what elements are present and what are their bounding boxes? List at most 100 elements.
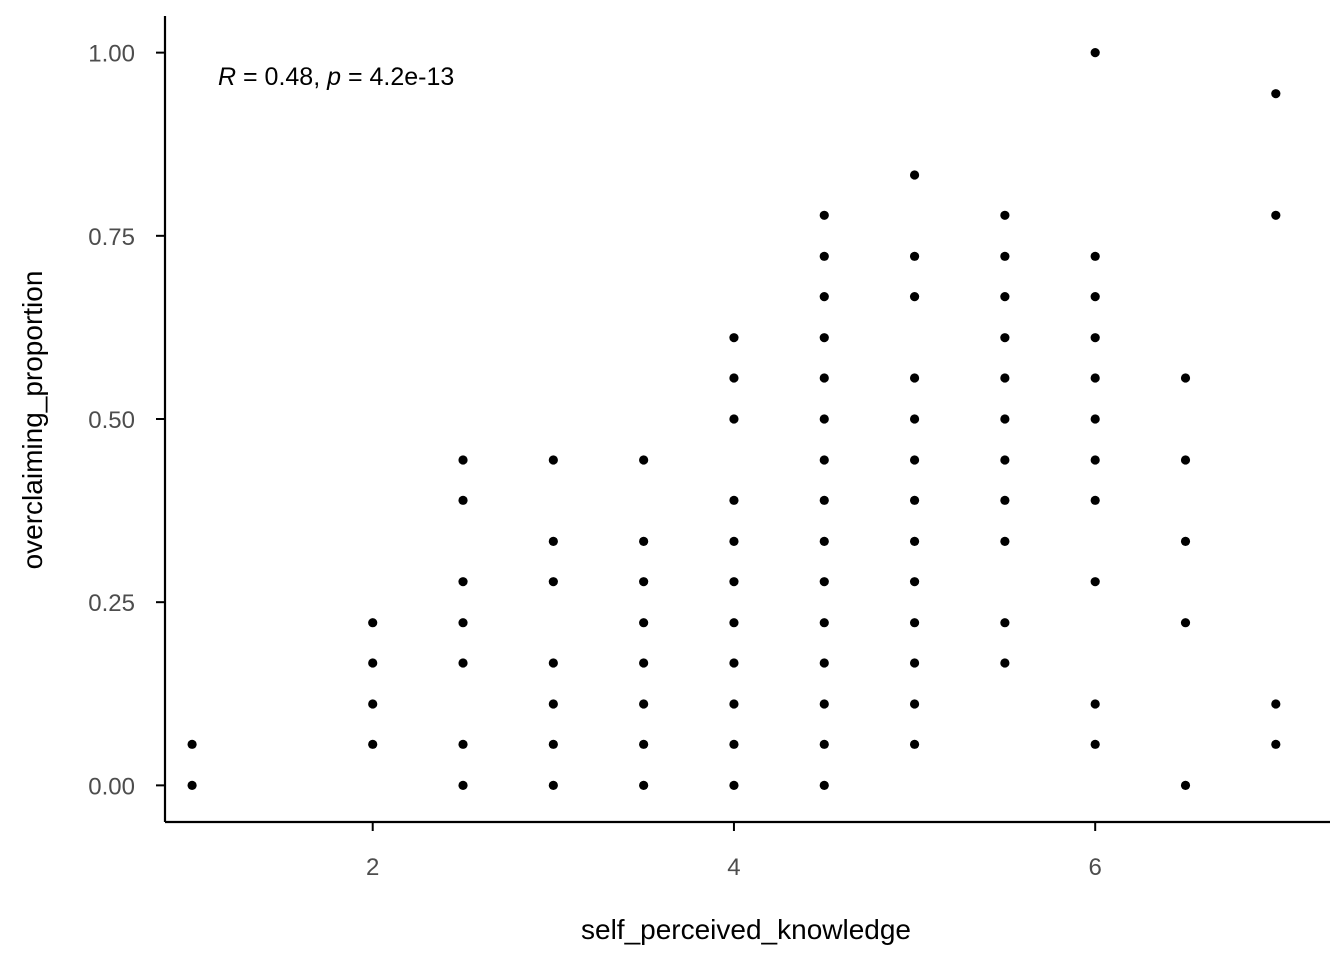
data-point <box>909 414 920 424</box>
y-tick-label: 1.00 <box>88 41 135 68</box>
y-tick-label: 0.75 <box>88 224 135 251</box>
data-point <box>187 739 197 749</box>
data-point <box>368 618 378 628</box>
data-point <box>187 780 197 790</box>
data-point <box>639 780 649 790</box>
data-point <box>639 618 649 628</box>
data-point <box>819 495 829 505</box>
data-point <box>458 658 468 668</box>
data-point <box>1090 333 1100 343</box>
data-point <box>548 658 558 668</box>
data-point <box>1271 89 1281 99</box>
data-point <box>819 373 829 383</box>
data-point <box>819 618 829 628</box>
data-point <box>909 373 920 383</box>
data-point <box>1090 699 1100 709</box>
data-point <box>1090 373 1100 383</box>
data-point <box>368 699 378 709</box>
data-point <box>368 658 378 668</box>
data-point <box>1000 292 1010 302</box>
data-point <box>1090 739 1100 749</box>
data-point <box>819 333 829 343</box>
data-point <box>458 495 468 505</box>
y-tick-label: 0.00 <box>88 773 135 800</box>
data-point <box>729 495 739 505</box>
data-point <box>819 658 829 668</box>
data-point <box>729 618 739 628</box>
data-point <box>548 780 558 790</box>
data-point <box>458 577 468 587</box>
data-point <box>1000 373 1010 383</box>
data-point <box>909 251 920 261</box>
data-point <box>909 739 920 749</box>
data-point <box>819 780 829 790</box>
y-axis-title: overclaiming_proportion <box>17 271 48 570</box>
p-value: = 4.2e-13 <box>341 63 454 91</box>
data-point <box>1090 414 1100 424</box>
data-point <box>819 210 829 220</box>
data-point <box>1000 536 1010 546</box>
data-point <box>1000 210 1010 220</box>
data-point <box>639 658 649 668</box>
data-point <box>1090 577 1100 587</box>
y-axis-ticks: 0.00 0.25 0.50 0.75 1.00 <box>88 41 165 800</box>
data-point <box>1000 495 1010 505</box>
data-point <box>1271 210 1281 220</box>
data-point <box>909 618 920 628</box>
data-point <box>1180 780 1191 790</box>
data-point <box>909 170 920 180</box>
data-point <box>1000 414 1010 424</box>
data-point <box>819 292 829 302</box>
data-point <box>729 739 739 749</box>
data-point <box>729 577 739 587</box>
data-point <box>729 414 739 424</box>
data-point <box>548 699 558 709</box>
data-point <box>729 658 739 668</box>
data-point <box>458 618 468 628</box>
data-point <box>458 455 468 465</box>
data-point <box>548 455 558 465</box>
r-value: = 0.48, <box>236 63 327 91</box>
data-point <box>639 699 649 709</box>
data-point <box>909 455 920 465</box>
data-point <box>909 699 920 709</box>
data-point <box>909 536 920 546</box>
data-point <box>1180 455 1191 465</box>
data-point <box>819 455 829 465</box>
data-point <box>548 739 558 749</box>
data-point <box>639 739 649 749</box>
data-point <box>729 699 739 709</box>
data-point <box>909 292 920 302</box>
y-tick-label: 0.25 <box>88 590 135 617</box>
data-point <box>729 373 739 383</box>
data-point <box>1090 48 1100 58</box>
data-point <box>458 780 468 790</box>
data-point <box>1000 618 1010 628</box>
data-point <box>1090 455 1100 465</box>
data-point <box>819 414 829 424</box>
data-point <box>1090 251 1100 261</box>
data-point <box>1000 333 1010 343</box>
data-point <box>1000 658 1010 668</box>
data-point <box>1180 618 1191 628</box>
x-axis-title: self_perceived_knowledge <box>581 914 911 945</box>
x-axis-ticks: 2 4 6 <box>366 822 1102 881</box>
data-point <box>1271 699 1281 709</box>
data-point <box>548 577 558 587</box>
data-point <box>368 739 378 749</box>
x-tick-label: 6 <box>1089 854 1102 881</box>
correlation-annotation: R = 0.48, p = 4.2e-13 <box>218 63 454 91</box>
data-point <box>819 577 829 587</box>
points-layer <box>187 48 1281 790</box>
data-point <box>729 536 739 546</box>
data-point <box>1090 495 1100 505</box>
data-point <box>639 455 649 465</box>
x-tick-label: 4 <box>727 854 740 881</box>
data-point <box>819 739 829 749</box>
data-point <box>819 251 829 261</box>
r-symbol: R <box>218 63 236 91</box>
data-point <box>1000 251 1010 261</box>
p-symbol: p <box>326 63 341 91</box>
data-point <box>819 699 829 709</box>
